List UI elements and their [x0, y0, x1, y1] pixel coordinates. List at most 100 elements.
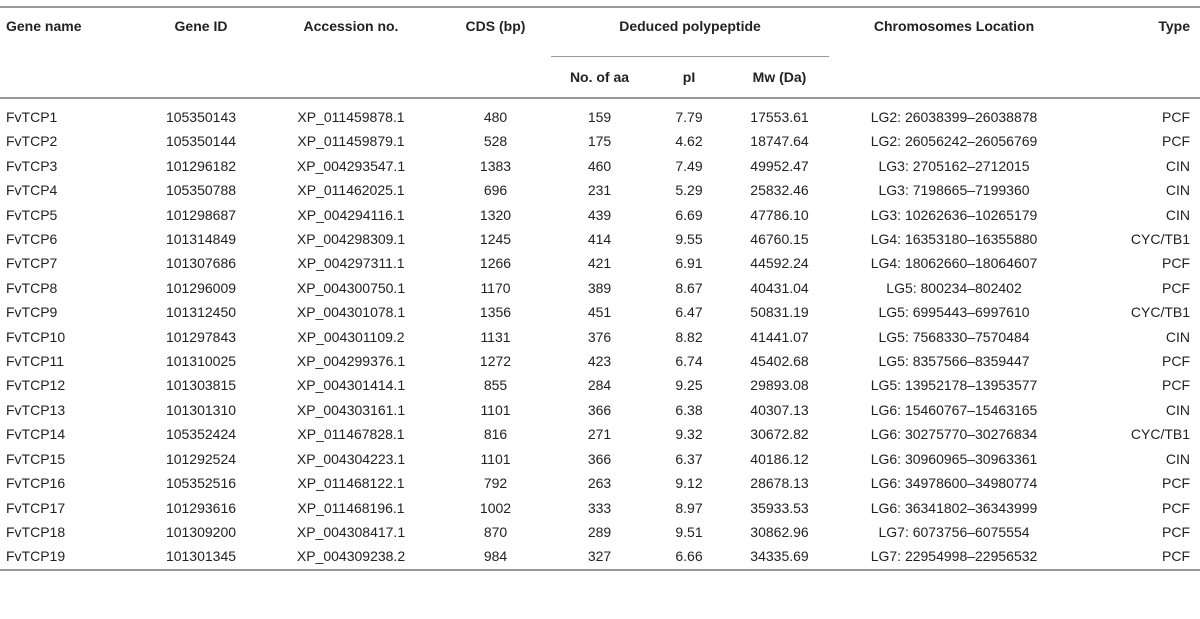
cell-cds: 1101 — [480, 401, 511, 418]
cell-location: LG6: 30275770–30276834 — [870, 426, 1038, 443]
cell-cds: 792 — [483, 475, 508, 492]
cell-accession: XP_004303161.1 — [296, 401, 406, 418]
cell-gene-id: 105352424 — [165, 426, 237, 443]
cell-mw: 49952.47 — [750, 157, 809, 174]
cell-gene-name: FvTCP6 — [6, 231, 58, 248]
cell-location: LG6: 36341802–36343999 — [870, 499, 1038, 516]
cell-type: CIN — [1165, 182, 1191, 199]
cell-pi: 9.51 — [675, 523, 703, 540]
cell-pi: 8.97 — [675, 499, 703, 516]
cell-type: PCF — [1162, 523, 1191, 540]
cell-type: CYC/TB1 — [1130, 304, 1191, 321]
cell-gene-id: 101312450 — [165, 304, 237, 321]
cell-type: PCF — [1162, 133, 1191, 150]
cell-location: LG7: 6073756–6075554 — [878, 523, 1030, 540]
cell-mw: 29893.08 — [750, 377, 809, 394]
cell-type: CIN — [1165, 401, 1191, 418]
cell-mw: 44592.24 — [750, 255, 809, 272]
cell-accession: XP_004301078.1 — [296, 304, 406, 321]
cell-no-aa: 289 — [587, 523, 612, 540]
header-accession: Accession no. — [303, 18, 399, 34]
cell-no-aa: 175 — [587, 133, 612, 150]
cell-gene-name: FvTCP2 — [6, 133, 58, 150]
cell-pi: 9.32 — [675, 426, 703, 443]
cell-gene-name: FvTCP14 — [6, 426, 66, 443]
cell-gene-id: 105350788 — [165, 182, 237, 199]
cell-gene-name: FvTCP1 — [6, 109, 58, 125]
cell-pi: 9.25 — [675, 377, 703, 394]
cell-gene-id: 105350143 — [165, 109, 237, 125]
cell-gene-id: 105352516 — [165, 475, 237, 492]
table-row: FvTCP3 101296182 XP_004293547.1 1383 460 7.49… — [0, 154, 1200, 178]
cell-cds: 870 — [483, 523, 508, 540]
cell-gene-id: 101293616 — [165, 499, 237, 516]
cell-location: LG4: 16353180–16355880 — [870, 231, 1038, 248]
cell-gene-id: 101301345 — [140, 544, 262, 571]
table-row: FvTCP9 101312450 XP_004301078.1 1356 451 6.47… — [0, 300, 1200, 324]
cell-pi: 6.74 — [675, 353, 703, 370]
table-row: FvTCP1 105350143 XP_011459878.1 480 159 7.79 1… — [0, 98, 1200, 129]
cell-mw: 47786.10 — [750, 206, 809, 223]
cell-pi: 6.47 — [675, 304, 703, 321]
header-location: Chromosomes Location — [873, 18, 1035, 34]
cell-mw: 30672.82 — [750, 426, 809, 443]
cell-pi: 6.91 — [675, 255, 703, 272]
cell-type: PCF — [1162, 499, 1191, 516]
table-row: FvTCP10 101297843 XP_004301109.2 1131 376 8.8… — [0, 325, 1200, 349]
cell-location: LG5: 800234–802402 — [886, 279, 1022, 296]
cell-gene-name: FvTCP16 — [6, 475, 66, 492]
cell-gene-name: FvTCP11 — [6, 353, 65, 370]
cell-mw: 30862.96 — [750, 523, 809, 540]
cell-cds: 1383 — [479, 157, 512, 174]
cell-no-aa: 423 — [587, 353, 612, 370]
cell-cds: 1320 — [479, 206, 512, 223]
table-row: FvTCP7 101307686 XP_004297311.1 1266 421 6.91… — [0, 251, 1200, 275]
cell-mw: 25832.46 — [750, 182, 809, 199]
cell-location: LG5: 7568330–7570484 — [878, 328, 1030, 345]
cell-gene-name: FvTCP3 — [6, 157, 58, 174]
cell-mw: 18747.64 — [750, 133, 809, 150]
cell-pi: 9.55 — [675, 231, 703, 248]
header-type: Type — [1158, 18, 1191, 34]
cell-gene-name: FvTCP19 — [0, 544, 140, 571]
cell-mw: 28678.13 — [750, 475, 809, 492]
cell-accession: XP_004293547.1 — [296, 157, 406, 174]
cell-gene-id: 101296182 — [165, 157, 237, 174]
table-body: FvTCP1 105350143 XP_011459878.1 480 159 7.79 1… — [0, 98, 1200, 571]
cell-mw: 41441.07 — [750, 328, 809, 345]
cell-mw: 17553.61 — [750, 109, 809, 125]
cell-gene-id: 101307686 — [165, 255, 237, 272]
cell-type: CIN — [1165, 328, 1191, 345]
cell-no-aa: 263 — [587, 475, 612, 492]
cell-no-aa: 366 — [587, 450, 612, 467]
cell-location: LG5: 13952178–13953577 — [870, 377, 1038, 394]
cell-cds: 1101 — [480, 450, 511, 467]
cell-gene-name: FvTCP12 — [6, 377, 66, 394]
cell-accession: XP_004301109.2 — [297, 328, 405, 345]
table-row: FvTCP8 101296009 XP_004300750.1 1170 389 8.67… — [0, 276, 1200, 300]
cell-type: PCF — [1162, 353, 1191, 370]
cell-cds: 816 — [483, 426, 508, 443]
cell-gene-name: FvTCP7 — [6, 255, 58, 272]
cell-type: PCF — [1079, 544, 1200, 571]
cell-gene-id: 105350144 — [165, 133, 237, 150]
cell-location: LG4: 18062660–18064607 — [870, 255, 1038, 272]
table-row: FvTCP17 101293616 XP_011468196.1 1002 333 8.9… — [0, 496, 1200, 520]
cell-no-aa: 284 — [587, 377, 612, 394]
cell-cds: 528 — [483, 133, 508, 150]
cell-gene-name: FvTCP17 — [6, 499, 66, 516]
cell-gene-name: FvTCP5 — [6, 206, 58, 223]
cell-pi: 7.49 — [675, 157, 703, 174]
cell-mw: 40307.13 — [750, 401, 809, 418]
header-cds: CDS (bp) — [465, 18, 526, 34]
cell-mw: 40186.12 — [750, 450, 809, 467]
cell-gene-name: FvTCP4 — [6, 182, 58, 199]
cell-type: PCF — [1162, 475, 1191, 492]
cell-no-aa: 271 — [587, 426, 612, 443]
cell-gene-id: 101303815 — [165, 377, 237, 394]
cell-pi: 6.69 — [675, 206, 703, 223]
cell-gene-id: 101296009 — [165, 279, 237, 296]
cell-cds: 1131 — [480, 328, 511, 345]
cell-location: LG6: 30960965–30963361 — [870, 450, 1038, 467]
cell-location: LG7: 22954998–22956532 — [829, 544, 1080, 571]
